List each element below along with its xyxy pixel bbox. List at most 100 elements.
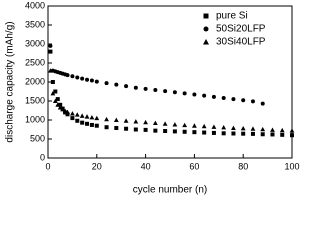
marker xyxy=(221,125,227,130)
marker xyxy=(211,124,217,129)
marker xyxy=(250,99,255,104)
marker xyxy=(241,131,246,136)
marker xyxy=(89,114,95,120)
legend-label: pure Si xyxy=(216,11,248,22)
marker xyxy=(231,125,236,130)
marker xyxy=(50,91,56,96)
marker xyxy=(48,43,53,48)
marker xyxy=(270,132,275,137)
marker xyxy=(250,126,256,131)
marker xyxy=(58,102,63,107)
marker xyxy=(280,132,285,137)
marker xyxy=(133,85,138,90)
x-tick-label: 100 xyxy=(284,161,299,171)
legend-label: 30Si40LFP xyxy=(216,37,266,48)
y-tick-label: 0 xyxy=(40,152,45,162)
marker xyxy=(94,123,99,128)
marker xyxy=(231,131,236,136)
marker xyxy=(60,106,66,112)
marker xyxy=(162,121,168,126)
legend-marker xyxy=(203,26,209,32)
marker xyxy=(172,129,177,134)
marker xyxy=(172,90,177,95)
marker xyxy=(123,118,129,123)
marker xyxy=(53,89,58,94)
marker xyxy=(172,122,178,127)
marker xyxy=(85,77,90,82)
legend-marker xyxy=(203,39,209,45)
x-tick-label: 60 xyxy=(189,161,199,171)
marker xyxy=(65,109,70,115)
y-tick-label: 4000 xyxy=(25,0,45,10)
marker xyxy=(163,129,168,134)
marker xyxy=(143,127,148,132)
marker xyxy=(70,116,75,121)
marker xyxy=(84,114,90,119)
marker xyxy=(94,79,99,84)
marker xyxy=(80,76,85,81)
marker xyxy=(50,80,55,84)
marker xyxy=(52,98,58,103)
marker xyxy=(192,130,197,135)
marker xyxy=(80,120,85,125)
marker xyxy=(75,75,80,80)
marker xyxy=(290,133,294,138)
marker xyxy=(221,131,226,136)
marker xyxy=(133,127,138,132)
marker xyxy=(70,111,75,116)
marker xyxy=(211,130,216,135)
marker xyxy=(55,102,61,107)
y-tick-label: 500 xyxy=(30,133,45,143)
marker xyxy=(202,130,207,135)
marker xyxy=(75,118,80,123)
x-axis-label: cycle number (n) xyxy=(133,185,207,196)
marker xyxy=(89,78,94,83)
marker xyxy=(152,120,158,126)
x-tick-label: 20 xyxy=(92,161,102,171)
y-tick-label: 2000 xyxy=(25,76,45,86)
marker xyxy=(48,68,53,73)
marker xyxy=(182,122,188,128)
x-tick-label: 80 xyxy=(238,161,248,171)
marker xyxy=(279,127,285,133)
marker xyxy=(221,95,226,100)
marker xyxy=(289,128,295,133)
marker xyxy=(104,81,109,86)
marker xyxy=(182,129,187,134)
marker xyxy=(153,87,158,92)
marker xyxy=(231,97,236,102)
marker xyxy=(202,93,207,98)
y-tick-label: 1500 xyxy=(25,95,45,105)
x-tick-label: 0 xyxy=(45,161,50,171)
marker xyxy=(241,98,246,103)
marker xyxy=(57,105,63,110)
marker xyxy=(192,92,197,97)
marker xyxy=(65,73,70,78)
marker xyxy=(124,84,129,89)
y-tick-label: 3500 xyxy=(25,19,45,29)
marker xyxy=(201,123,207,129)
marker xyxy=(211,94,216,99)
y-tick-label: 2500 xyxy=(25,57,45,67)
marker xyxy=(114,82,119,87)
marker xyxy=(89,122,94,127)
marker xyxy=(104,125,109,130)
marker xyxy=(143,86,148,91)
marker xyxy=(104,116,109,122)
chart: cycle number (n) discharge capacity (mAh… xyxy=(5,0,300,196)
marker xyxy=(260,132,265,137)
marker xyxy=(133,119,139,124)
marker xyxy=(192,123,197,128)
marker xyxy=(153,128,158,133)
marker xyxy=(260,101,265,106)
marker xyxy=(113,117,119,122)
legend-label: 50Si20LFP xyxy=(216,24,266,35)
marker xyxy=(55,97,60,102)
x-tick-label: 40 xyxy=(141,161,151,171)
marker xyxy=(85,121,90,126)
marker xyxy=(163,89,168,94)
marker xyxy=(250,131,255,136)
marker xyxy=(240,125,246,131)
y-axis-label: discharge capacity (mAh/g) xyxy=(5,21,16,142)
marker xyxy=(143,119,148,125)
